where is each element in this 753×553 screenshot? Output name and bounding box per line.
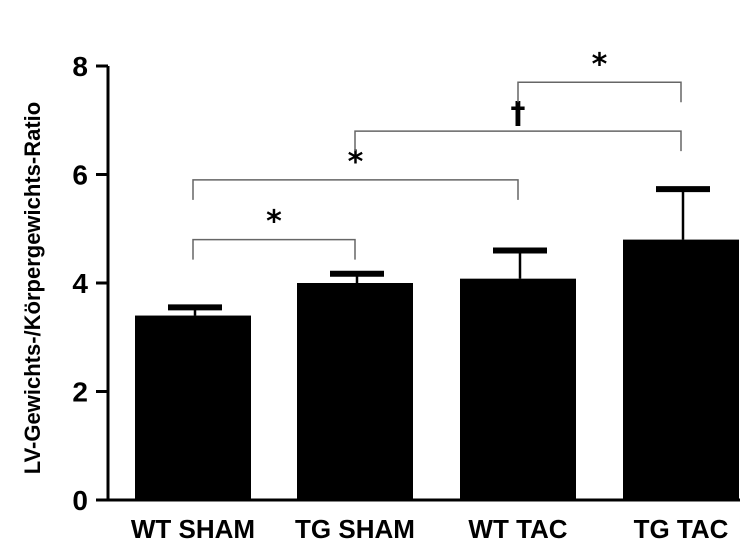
bar <box>135 315 251 500</box>
bar <box>297 283 413 500</box>
y-tick-label: 2 <box>72 377 88 408</box>
bars-group <box>135 239 739 500</box>
y-axis-label: LV-Gewichts-/Körpergewichts-Ratio <box>20 102 45 474</box>
significance-marker: * <box>348 145 364 180</box>
error-bars-group <box>168 186 710 316</box>
significance-bracket <box>354 130 682 152</box>
x-tick-labels: WT SHAM TG SHAM WT TAC TG TAC <box>131 514 729 544</box>
significance-brackets: * * † * <box>192 47 682 260</box>
y-tick-label: 6 <box>72 160 88 191</box>
significance-marker: * <box>592 47 608 82</box>
significance-marker: † <box>511 96 526 131</box>
x-tick-label: WT SHAM <box>131 514 255 544</box>
x-tick-label: TG SHAM <box>295 514 415 544</box>
significance-bracket <box>192 179 519 200</box>
x-tick-label: WT TAC <box>468 514 567 544</box>
x-tick-label: TG TAC <box>634 514 729 544</box>
y-tick-label: 0 <box>72 485 88 516</box>
y-ticks: 0 2 4 6 8 <box>72 51 108 516</box>
significance-bracket <box>192 238 356 260</box>
significance-marker: * <box>266 205 282 240</box>
bar <box>460 278 576 500</box>
y-tick-label: 4 <box>72 268 88 299</box>
bar <box>623 239 739 500</box>
significance-bracket <box>517 81 682 103</box>
y-tick-label: 8 <box>72 51 88 82</box>
